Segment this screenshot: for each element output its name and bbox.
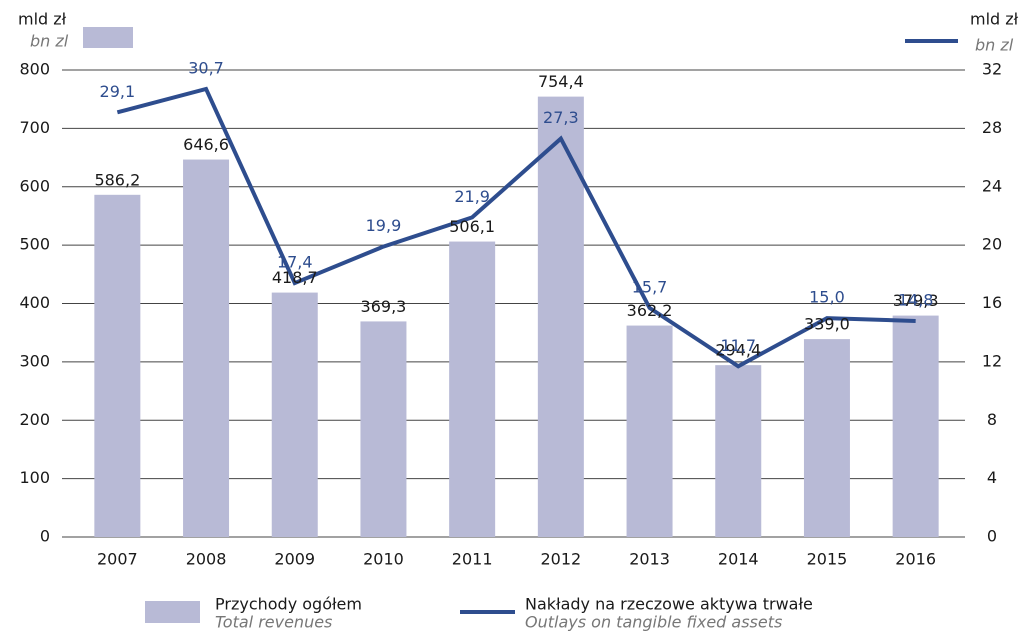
x-tick-label: 2008 (186, 550, 227, 569)
bar (183, 159, 230, 538)
bar (94, 194, 141, 537)
bar-value-label: 369,3 (361, 297, 407, 316)
bar-value-label: 362,2 (627, 301, 673, 320)
x-tick-label: 2013 (629, 550, 670, 569)
top-legend-swatch (83, 27, 133, 48)
y-tick-label: 400 (19, 293, 50, 312)
legend-label-en: Total revenues (215, 613, 332, 632)
line-value-label: 30,7 (188, 58, 224, 77)
y2-tick-label: 4 (987, 468, 997, 487)
x-tick-label: 2015 (807, 550, 848, 569)
x-tick-label: 2009 (274, 550, 315, 569)
y-tick-label: 100 (19, 468, 50, 487)
bar (537, 96, 584, 537)
line-value-label: 27,3 (543, 108, 579, 127)
x-tick-label: 2016 (895, 550, 936, 569)
y2-tick-label: 24 (982, 176, 1002, 195)
x-tick-label: 2012 (540, 550, 581, 569)
bar (449, 241, 496, 537)
legend-label-en: Outlays on tangible fixed assets (525, 613, 782, 632)
y2-tick-label: 32 (982, 60, 1002, 79)
y2-tick-label: 12 (982, 351, 1002, 370)
y-axis-title-en: bn zl (30, 32, 69, 51)
line-value-label: 21,9 (454, 187, 490, 206)
bar-value-label: 506,1 (449, 217, 495, 236)
bar-value-label: 294,4 (715, 341, 761, 360)
y2-tick-label: 8 (987, 410, 997, 429)
y2-axis-title: mld zł (970, 10, 1019, 29)
y2-tick-label: 28 (982, 118, 1002, 137)
y2-axis-title-en: bn zl (975, 36, 1014, 55)
y2-tick-label: 16 (982, 293, 1002, 312)
line-value-label: 19,9 (366, 216, 402, 235)
y-tick-label: 0 (40, 527, 50, 546)
bar (626, 325, 673, 537)
bar (271, 292, 318, 537)
y-tick-label: 700 (19, 118, 50, 137)
bar (715, 365, 762, 537)
y-tick-label: 500 (19, 235, 50, 254)
line-value-label: 17,4 (277, 253, 313, 272)
bar (803, 339, 850, 537)
y-axis-title: mld zł (18, 10, 67, 29)
x-tick-label: 2010 (363, 550, 404, 569)
y-tick-label: 600 (19, 176, 50, 195)
bar-value-label: 754,4 (538, 72, 584, 91)
y-tick-label: 200 (19, 410, 50, 429)
legend-swatch (145, 601, 200, 623)
bar-value-label: 646,6 (183, 135, 229, 154)
bar-value-label: 379,3 (893, 291, 939, 310)
line-value-label: 29,1 (100, 82, 136, 101)
line-value-label: 14,8 (898, 291, 934, 310)
legend-label: Nakłady na rzeczowe aktywa trwałe (525, 595, 813, 614)
x-tick-label: 2014 (718, 550, 759, 569)
bar (892, 315, 939, 537)
y2-tick-label: 20 (982, 235, 1002, 254)
bar-value-label: 339,0 (804, 315, 850, 334)
y-tick-label: 800 (19, 60, 50, 79)
line-value-label: 15,0 (809, 288, 845, 307)
line-value-label: 11,7 (720, 336, 756, 355)
y-tick-label: 300 (19, 351, 50, 370)
x-tick-label: 2007 (97, 550, 138, 569)
bar (360, 321, 407, 537)
legend-label: Przychody ogółem (215, 595, 362, 614)
bar-value-label: 418,7 (272, 268, 318, 287)
x-tick-label: 2011 (452, 550, 493, 569)
bar-value-label: 586,2 (94, 170, 140, 189)
line (116, 86, 916, 369)
y2-tick-label: 0 (987, 527, 997, 546)
line-value-label: 15,7 (632, 277, 668, 296)
